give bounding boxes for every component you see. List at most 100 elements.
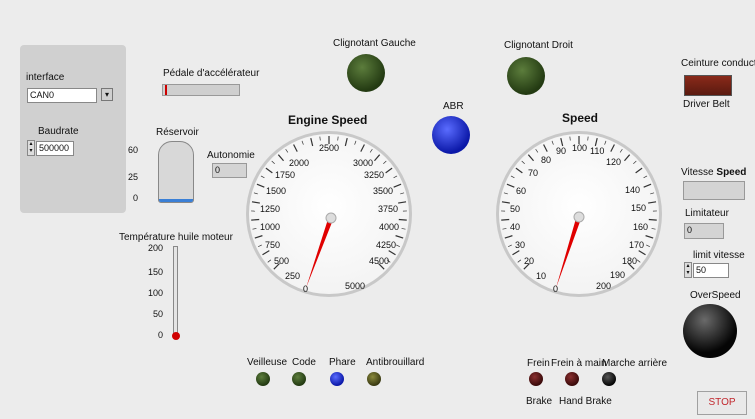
speed-tick-label: 200 (596, 281, 612, 291)
speed-tick-label: 110 (590, 146, 605, 156)
speed-tick-label: 0 (553, 284, 559, 294)
gauge-tick-mark (506, 183, 515, 188)
marche-arriere-label: Marche arrière (602, 358, 668, 369)
tank-tick: 0 (132, 193, 138, 203)
speed-tick-label: 30 (515, 240, 526, 250)
gauge-tick-mark (594, 138, 598, 147)
gauge-tick-mark (271, 160, 275, 165)
interface-label: interface (26, 72, 65, 83)
gauge-tick-mark (523, 263, 530, 270)
oil-label: Température huile moteur (119, 232, 233, 243)
speed-tick-label: 180 (622, 256, 638, 266)
gauge-tick-mark (251, 201, 260, 204)
overspeed-label: OverSpeed (690, 290, 741, 301)
engine-tick-label: 500 (274, 256, 290, 266)
vitesse-label: Vitesse Speed (681, 167, 746, 178)
belt-sub-label: Driver Belt (683, 99, 730, 110)
frein-led (529, 372, 543, 386)
autonomie-display: 0 (212, 163, 247, 178)
gauge-tick-mark (265, 167, 273, 174)
gauge-tick-mark (344, 138, 348, 147)
gauge-tick-mark (517, 259, 522, 263)
gauge-tick-mark (508, 244, 512, 247)
clign-droit-led (507, 57, 545, 95)
antibrouillard-led (367, 372, 381, 386)
gauge-tick-mark (628, 263, 635, 270)
limit-field[interactable]: 50 (693, 263, 729, 278)
speed-tick-label: 100 (572, 143, 588, 153)
oil-tick: 0 (157, 330, 163, 340)
gauge-tick-mark (636, 259, 641, 263)
gauge-tick-mark (551, 140, 554, 145)
frein-label: Frein (527, 358, 550, 369)
tank-label: Réservoir (156, 127, 199, 138)
engine-hub (325, 212, 337, 224)
gauge-tick-mark (277, 154, 284, 162)
stop-button[interactable]: STOP (697, 391, 747, 415)
baudrate-stepper[interactable]: ▴ ▾ (27, 140, 35, 156)
engine-tick-label: 4000 (379, 222, 400, 232)
engine-tick-label: 4500 (369, 256, 390, 266)
speed-tick-label: 150 (631, 203, 647, 213)
gauge-tick-mark (633, 160, 637, 165)
speed-tick-label: 40 (510, 222, 521, 232)
engine-tick-label: 3750 (378, 204, 399, 214)
chevron-down-icon[interactable]: ▾ (101, 88, 113, 101)
gauge-tick-mark (645, 235, 654, 239)
gauge-tick-mark (648, 218, 657, 221)
baudrate-field[interactable]: 500000 (36, 141, 74, 156)
engine-tick-label: 3250 (364, 170, 385, 180)
vitesse-display (683, 181, 745, 200)
baudrate-label: Baudrate (38, 126, 79, 137)
gauge-tick-mark (369, 148, 373, 153)
gauge-tick-mark (521, 160, 525, 165)
engine-tick-label: 250 (285, 271, 301, 281)
frein-main-label: Frein à main (551, 358, 607, 369)
gauge-tick-mark (400, 192, 405, 195)
clign-gauche-label: Clignotant Gauche (333, 38, 416, 49)
marche-arriere-led (602, 372, 616, 386)
gauge-tick-mark (388, 250, 396, 256)
gauge-tick-mark (643, 183, 652, 188)
gauge-tick-mark (502, 228, 507, 230)
gauge-tick-mark (260, 175, 265, 179)
limitateur-label: Limitateur (685, 208, 729, 219)
limit-stepper[interactable]: ▴ ▾ (684, 262, 692, 278)
gauge-tick-mark (651, 228, 656, 230)
gauge-tick-mark (310, 138, 314, 147)
engine-title: Engine Speed (288, 113, 368, 127)
engine-tick-label: 4250 (376, 240, 397, 250)
gauge-tick-mark (501, 218, 510, 221)
gauge-tick-mark (515, 167, 523, 174)
gauge-tick-mark (386, 259, 391, 263)
gauge-tick-mark (256, 183, 265, 188)
engine-tick-label: 2500 (319, 143, 340, 153)
engine-needle (306, 217, 334, 288)
gauge-tick-mark (650, 192, 655, 195)
oil-tick: 50 (152, 309, 163, 319)
engine-tick-label: 2000 (289, 158, 310, 168)
gauge-tick-mark (638, 250, 646, 256)
gauge-tick-mark (398, 218, 407, 221)
clign-gauche-led (347, 54, 385, 92)
brake-sub-label: Brake (526, 396, 553, 407)
gauge-tick-mark (252, 228, 257, 230)
gauge-tick-mark (543, 144, 548, 152)
gauge-tick-mark (624, 154, 631, 162)
speed-tick-label: 140 (625, 185, 641, 195)
code-led (292, 372, 306, 386)
speed-tick-label: 190 (610, 270, 626, 280)
config-panel (20, 45, 126, 213)
limitateur-display: 0 (684, 223, 724, 239)
overspeed-led (683, 304, 737, 358)
engine-tick-label: 750 (265, 240, 281, 250)
gauge-tick-mark (360, 144, 365, 152)
limit-label: limit vitesse (693, 250, 745, 261)
gauge-tick-mark (251, 218, 260, 221)
interface-select[interactable]: CAN0 (27, 88, 97, 103)
veilleuse-led (256, 372, 270, 386)
abr-led (432, 116, 470, 154)
gauge-tick-mark (262, 250, 270, 256)
phare-led (330, 372, 344, 386)
